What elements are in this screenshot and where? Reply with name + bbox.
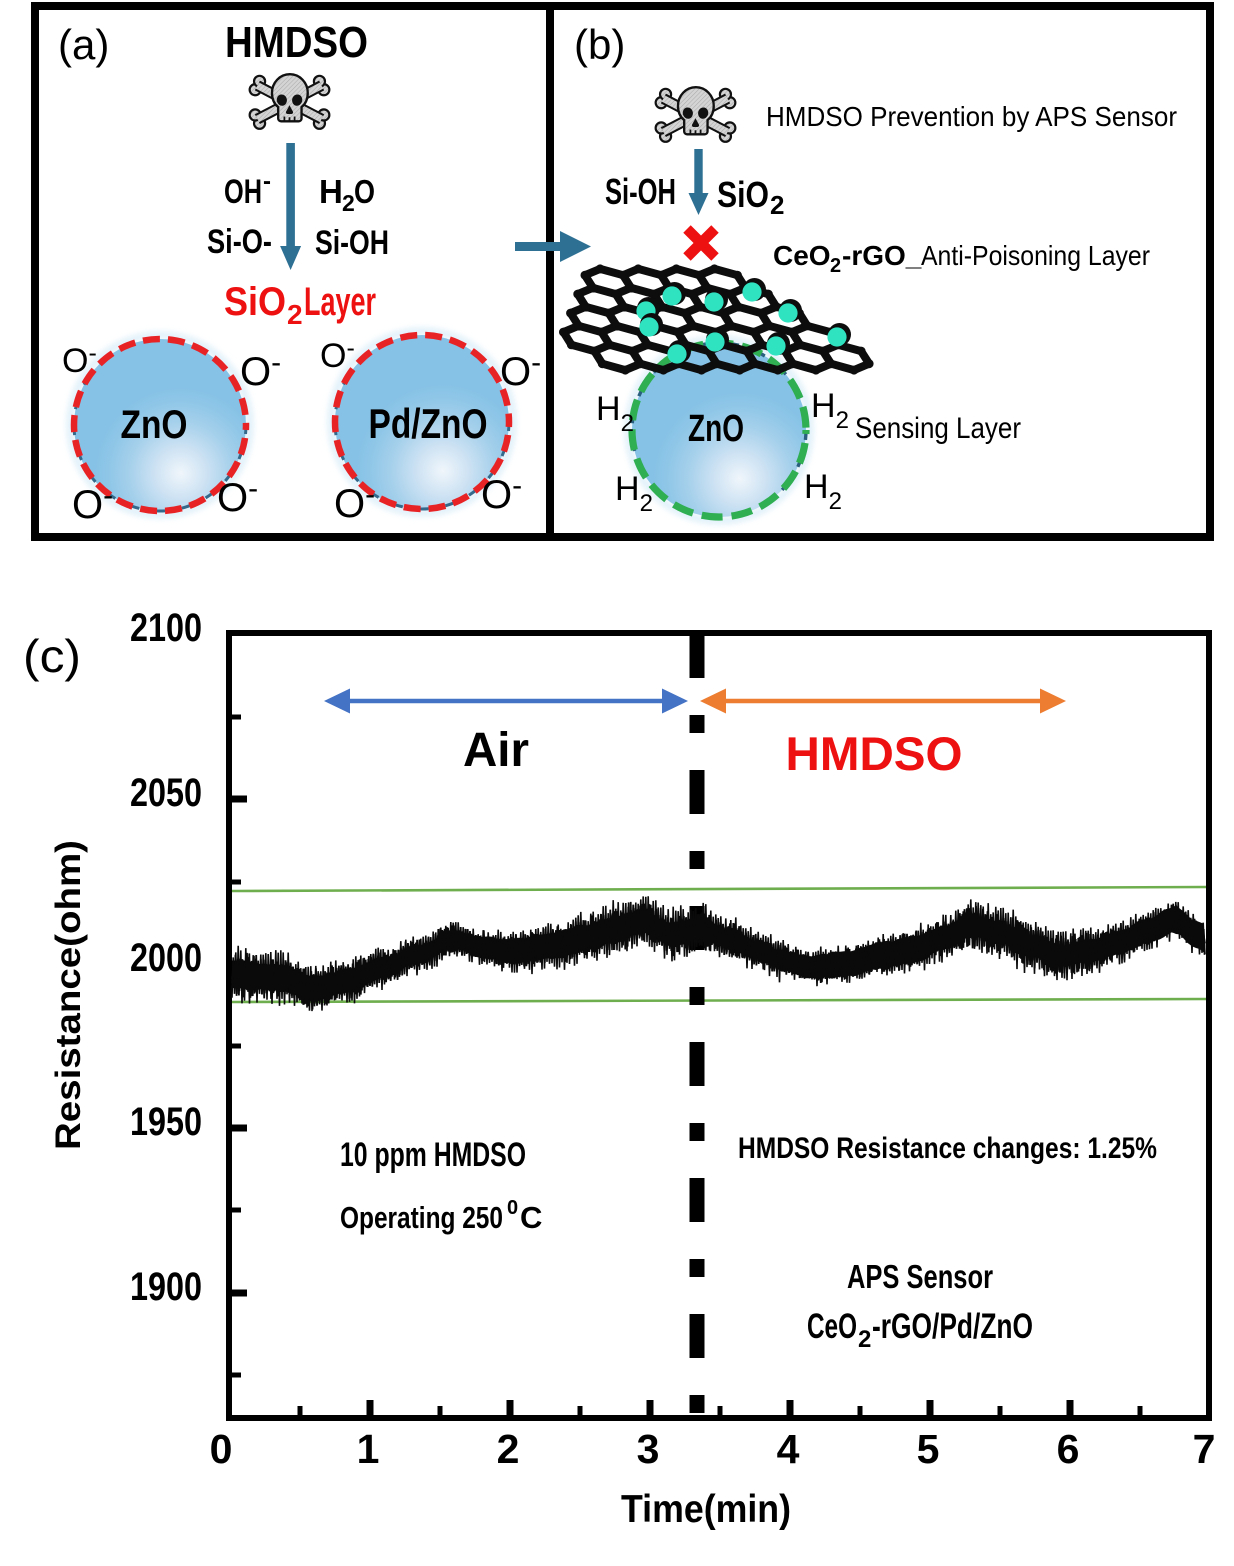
svg-text:1950: 1950: [130, 1100, 202, 1144]
svg-text:2: 2: [770, 190, 784, 220]
svg-text:0: 0: [210, 1426, 233, 1472]
svg-text:2050: 2050: [130, 771, 202, 815]
svg-text:Layer: Layer: [304, 280, 376, 324]
svg-text:4: 4: [777, 1426, 800, 1472]
svg-text:10 ppm HMDSO: 10 ppm HMDSO: [340, 1136, 526, 1174]
svg-text:SiO: SiO: [224, 280, 286, 324]
svg-text:Sensing Layer: Sensing Layer: [855, 412, 1021, 445]
svg-text:ZnO: ZnO: [688, 408, 744, 450]
svg-text:(a): (a): [58, 21, 109, 68]
svg-text:SiO: SiO: [717, 174, 769, 215]
svg-text:Si-OH: Si-OH: [315, 224, 389, 262]
svg-text:Time(min): Time(min): [621, 1488, 791, 1531]
svg-text:-rGO/Pd/ZnO: -rGO/Pd/ZnO: [872, 1307, 1033, 1346]
svg-text:Si-OH: Si-OH: [605, 171, 676, 212]
svg-text:H: H: [319, 173, 343, 210]
svg-text:Resistance(ohm): Resistance(ohm): [49, 840, 88, 1150]
svg-text:HMDSO: HMDSO: [786, 727, 963, 780]
svg-text:-rGO_: -rGO_: [842, 240, 922, 271]
svg-text:HMDSO Prevention by APS Sensor: HMDSO Prevention by APS Sensor: [766, 101, 1177, 132]
svg-text:HMDSO Resistance changes: 1.25: HMDSO Resistance changes: 1.25%: [738, 1132, 1157, 1165]
svg-text:C: C: [520, 1200, 542, 1235]
svg-text:2: 2: [342, 190, 355, 216]
svg-text:ZnO: ZnO: [121, 403, 188, 447]
svg-text:1: 1: [357, 1426, 380, 1472]
svg-text:2: 2: [858, 1326, 871, 1353]
svg-text:1900: 1900: [130, 1265, 202, 1309]
svg-text:O-: O-: [500, 346, 541, 394]
svg-text:(b): (b): [574, 21, 625, 68]
svg-text:CeO: CeO: [807, 1307, 857, 1346]
svg-text:5: 5: [917, 1426, 940, 1472]
svg-text:Operating 250: Operating 250: [340, 1200, 503, 1235]
svg-text:Pd/ZnO: Pd/ZnO: [369, 400, 488, 447]
svg-text:APS Sensor: APS Sensor: [847, 1258, 993, 1295]
svg-text:3: 3: [637, 1426, 660, 1472]
svg-text:HMDSO: HMDSO: [225, 18, 368, 67]
svg-text:2100: 2100: [130, 606, 202, 650]
svg-text:Si-O-: Si-O-: [207, 223, 272, 261]
svg-text:6: 6: [1057, 1426, 1080, 1472]
svg-text:Air: Air: [463, 724, 529, 777]
svg-text:-: -: [263, 168, 271, 195]
svg-text:O: O: [354, 173, 375, 210]
svg-text:2: 2: [830, 255, 841, 277]
svg-text:CeO: CeO: [773, 240, 831, 271]
svg-text:0: 0: [507, 1197, 518, 1219]
svg-text:7: 7: [1193, 1426, 1216, 1472]
svg-text:2000: 2000: [130, 936, 202, 980]
svg-text:(c): (c): [23, 630, 81, 682]
svg-text:2: 2: [287, 299, 303, 330]
svg-text:2: 2: [497, 1426, 520, 1472]
svg-text:Anti-Poisoning Layer: Anti-Poisoning Layer: [921, 240, 1150, 271]
svg-text:OH: OH: [224, 173, 262, 211]
